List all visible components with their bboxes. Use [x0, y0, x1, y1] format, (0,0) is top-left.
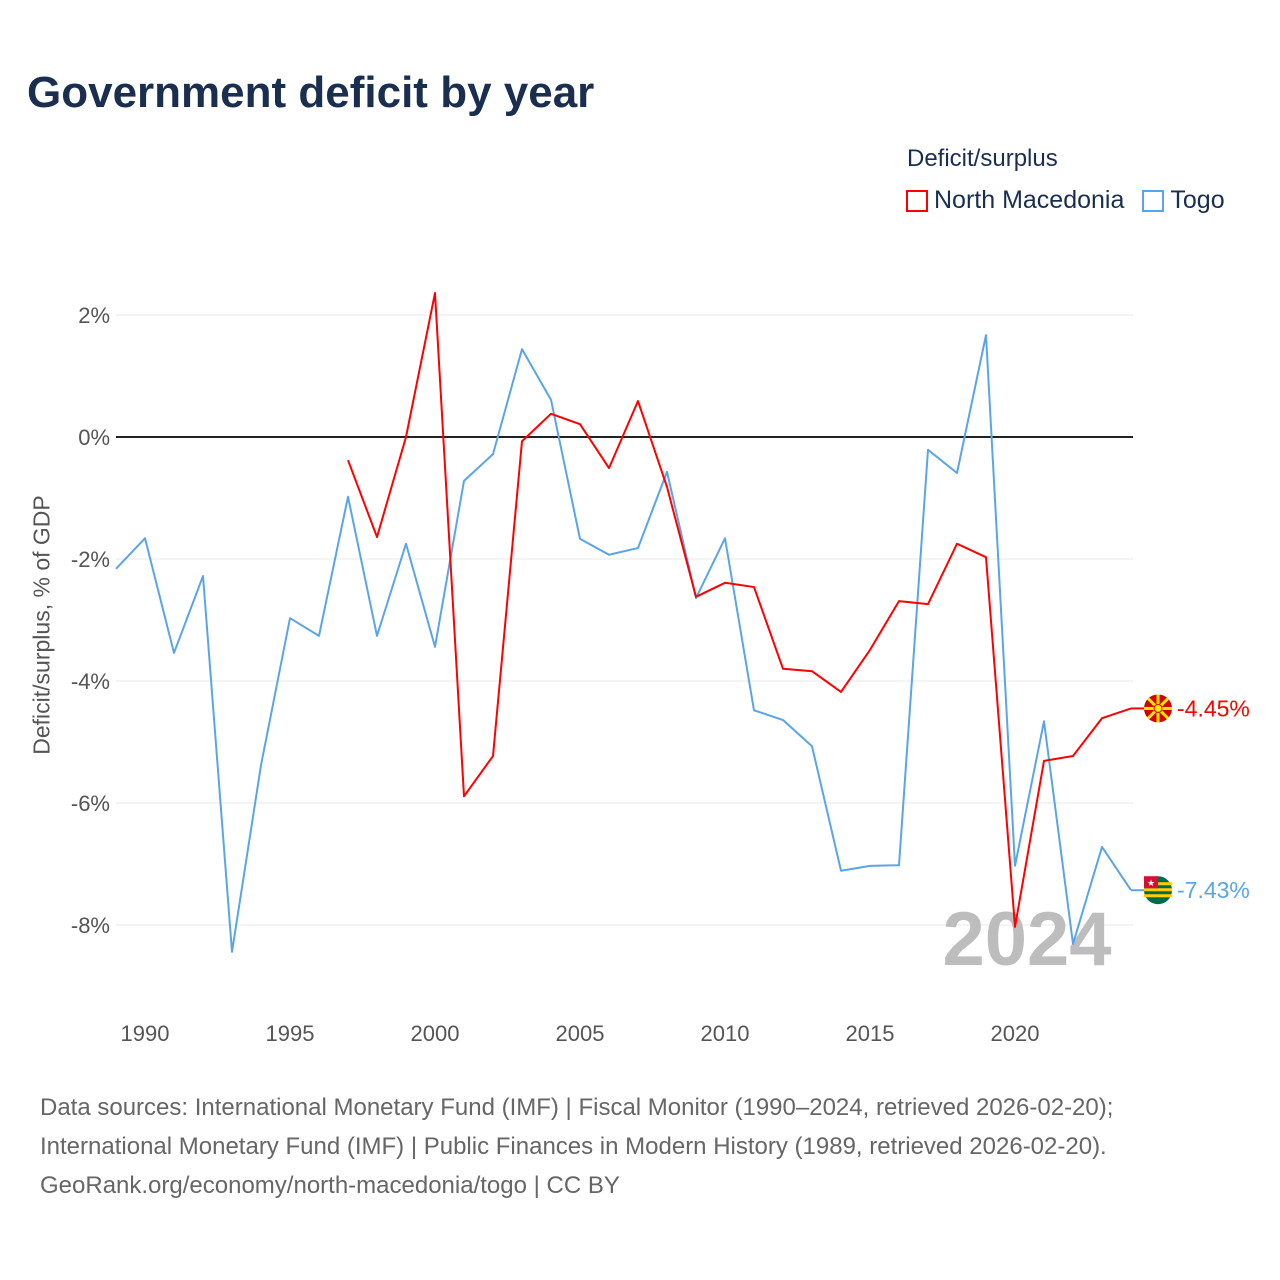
x-tick-label: 2010	[701, 1021, 750, 1046]
y-tick-label: -6%	[71, 791, 110, 816]
footer-line: Data sources: International Monetary Fun…	[40, 1094, 1114, 1121]
flag-canton	[1144, 876, 1158, 889]
legend-label: Togo	[1170, 186, 1225, 214]
legend-label: North Macedonia	[934, 186, 1125, 214]
legend-item-north-macedonia[interactable]: North Macedonia	[906, 186, 1124, 215]
legend-title: Deficit/surplus	[907, 145, 1058, 172]
footer: Data sources: International Monetary Fun…	[40, 1088, 1113, 1205]
y-tick-label: 2%	[78, 303, 110, 328]
legend-swatch	[906, 189, 928, 212]
end-value-label: -4.45%	[1177, 695, 1250, 721]
flag-star: ★	[1147, 878, 1155, 888]
flag-stripe	[1144, 894, 1172, 898]
footer-line: GeoRank.org/economy/north-macedonia/togo…	[40, 1172, 620, 1199]
flag-stripe	[1144, 888, 1172, 892]
x-tick-label: 2020	[991, 1021, 1040, 1046]
year-label: 2024	[942, 897, 1111, 982]
x-tick-label: 1995	[266, 1021, 315, 1046]
x-tick-label: 2005	[556, 1021, 605, 1046]
page-title: Government deficit by year	[27, 68, 595, 117]
y-tick-label: -4%	[71, 669, 110, 694]
end-value-label: -7.43%	[1177, 877, 1250, 903]
y-tick-label: -2%	[71, 547, 110, 572]
footer-line: International Monetary Fund (IMF) | Publ…	[40, 1133, 1107, 1160]
series-line-togo	[115, 334, 1132, 953]
x-tick-label: 2000	[411, 1021, 460, 1046]
flag-sun	[1153, 703, 1163, 713]
legend: North Macedonia Togo	[906, 186, 1225, 215]
x-tick-label: 1990	[121, 1021, 170, 1046]
legend-item-togo[interactable]: Togo	[1142, 186, 1225, 215]
y-tick-label: 0%	[78, 425, 110, 450]
x-tick-label: 2015	[846, 1021, 895, 1046]
y-tick-label: -8%	[71, 913, 110, 938]
legend-swatch	[1142, 189, 1165, 212]
series-line-north-macedonia	[347, 292, 1132, 928]
